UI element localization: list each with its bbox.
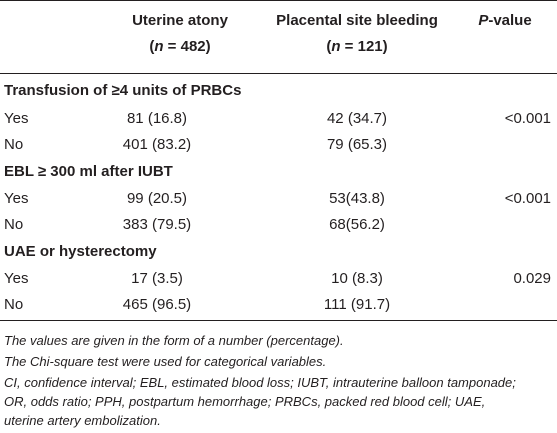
cell-p-value: <0.001 bbox=[504, 190, 551, 207]
cell-uterine-atony: 81 (16.8) bbox=[126, 110, 188, 127]
section-title-transfusion: Transfusion of ≥4 units of PRBCs bbox=[4, 82, 242, 99]
cell-p-value: 0.029 bbox=[513, 270, 551, 287]
cell-uterine-atony: 17 (3.5) bbox=[131, 270, 183, 287]
header-col-p-value: P-value bbox=[478, 12, 532, 29]
footnote-abbreviations: CI, confidence interval; EBL, estimated … bbox=[4, 375, 516, 390]
cell-placental-site: 111 (91.7) bbox=[323, 296, 391, 313]
cell-uterine-atony: 383 (79.5) bbox=[122, 216, 192, 233]
table-bottom-rule bbox=[0, 320, 557, 321]
row-label: No bbox=[4, 296, 24, 313]
header-col-placental-site-bleeding-n: (n = 121) bbox=[326, 38, 388, 55]
cell-placental-site: 10 (8.3) bbox=[331, 270, 383, 287]
row-label: Yes bbox=[4, 190, 29, 207]
table-header-rule bbox=[0, 73, 557, 74]
header-col-uterine-atony: Uterine atony bbox=[132, 12, 228, 29]
section-title-uae: UAE or hysterectomy bbox=[4, 243, 157, 260]
footnote-values: The values are given in the form of a nu… bbox=[4, 333, 344, 348]
section-title-ebl: EBL ≥ 300 ml after IUBT bbox=[4, 163, 173, 180]
cell-uterine-atony: 401 (83.2) bbox=[122, 136, 192, 153]
header-col-uterine-atony-n: (n = 482) bbox=[149, 38, 211, 55]
cell-placental-site: 42 (34.7) bbox=[326, 110, 388, 127]
row-label: Yes bbox=[4, 270, 29, 287]
cell-placental-site: 68(56.2) bbox=[329, 216, 385, 233]
footnote-abbreviations-end: uterine artery embolization. bbox=[4, 413, 161, 428]
row-label: No bbox=[4, 216, 24, 233]
footnote-test: The Chi-square test were used for catego… bbox=[4, 354, 327, 369]
footnote-abbreviations-cont: OR, odds ratio; PPH, postpartum hemorrha… bbox=[4, 394, 486, 409]
cell-placental-site: 79 (65.3) bbox=[326, 136, 388, 153]
cell-placental-site: 53(43.8) bbox=[329, 190, 385, 207]
row-label: Yes bbox=[4, 110, 29, 127]
row-label: No bbox=[4, 136, 24, 153]
cell-uterine-atony: 465 (96.5) bbox=[122, 296, 192, 313]
cell-p-value: <0.001 bbox=[504, 110, 551, 127]
table-top-rule bbox=[0, 0, 557, 1]
header-col-placental-site-bleeding: Placental site bleeding bbox=[276, 12, 438, 29]
cell-uterine-atony: 99 (20.5) bbox=[126, 190, 188, 207]
